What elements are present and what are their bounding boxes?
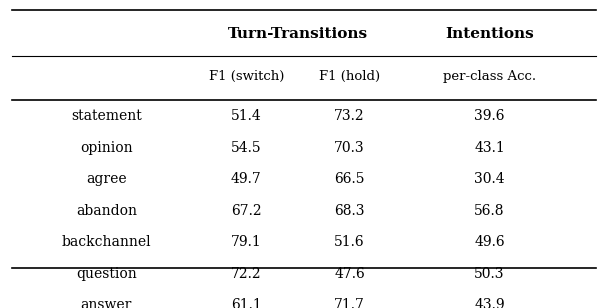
Text: 56.8: 56.8: [474, 204, 505, 218]
Text: F1 (switch): F1 (switch): [209, 70, 284, 83]
Text: 72.2: 72.2: [231, 267, 261, 281]
Text: F1 (hold): F1 (hold): [319, 70, 380, 83]
Text: 71.7: 71.7: [334, 298, 365, 308]
Text: 73.2: 73.2: [334, 109, 365, 123]
Text: 30.4: 30.4: [474, 172, 505, 186]
Text: abandon: abandon: [76, 204, 137, 218]
Text: 39.6: 39.6: [474, 109, 505, 123]
Text: 43.1: 43.1: [474, 141, 505, 155]
Text: answer: answer: [81, 298, 132, 308]
Text: 70.3: 70.3: [334, 141, 365, 155]
Text: 50.3: 50.3: [474, 267, 505, 281]
Text: agree: agree: [86, 172, 126, 186]
Text: Intentions: Intentions: [445, 27, 534, 41]
Text: 49.6: 49.6: [474, 235, 505, 249]
Text: 47.6: 47.6: [334, 267, 365, 281]
Text: 67.2: 67.2: [231, 204, 261, 218]
Text: 54.5: 54.5: [231, 141, 261, 155]
Text: 43.9: 43.9: [474, 298, 505, 308]
Text: 79.1: 79.1: [231, 235, 261, 249]
Text: Turn-Transitions: Turn-Transitions: [228, 27, 368, 41]
Text: 68.3: 68.3: [334, 204, 365, 218]
Text: statement: statement: [71, 109, 142, 123]
Text: 61.1: 61.1: [231, 298, 261, 308]
Text: opinion: opinion: [80, 141, 133, 155]
Text: per-class Acc.: per-class Acc.: [443, 70, 536, 83]
Text: 66.5: 66.5: [334, 172, 365, 186]
Text: 49.7: 49.7: [231, 172, 261, 186]
Text: 51.6: 51.6: [334, 235, 365, 249]
Text: 51.4: 51.4: [231, 109, 261, 123]
Text: question: question: [76, 267, 137, 281]
Text: backchannel: backchannel: [61, 235, 151, 249]
